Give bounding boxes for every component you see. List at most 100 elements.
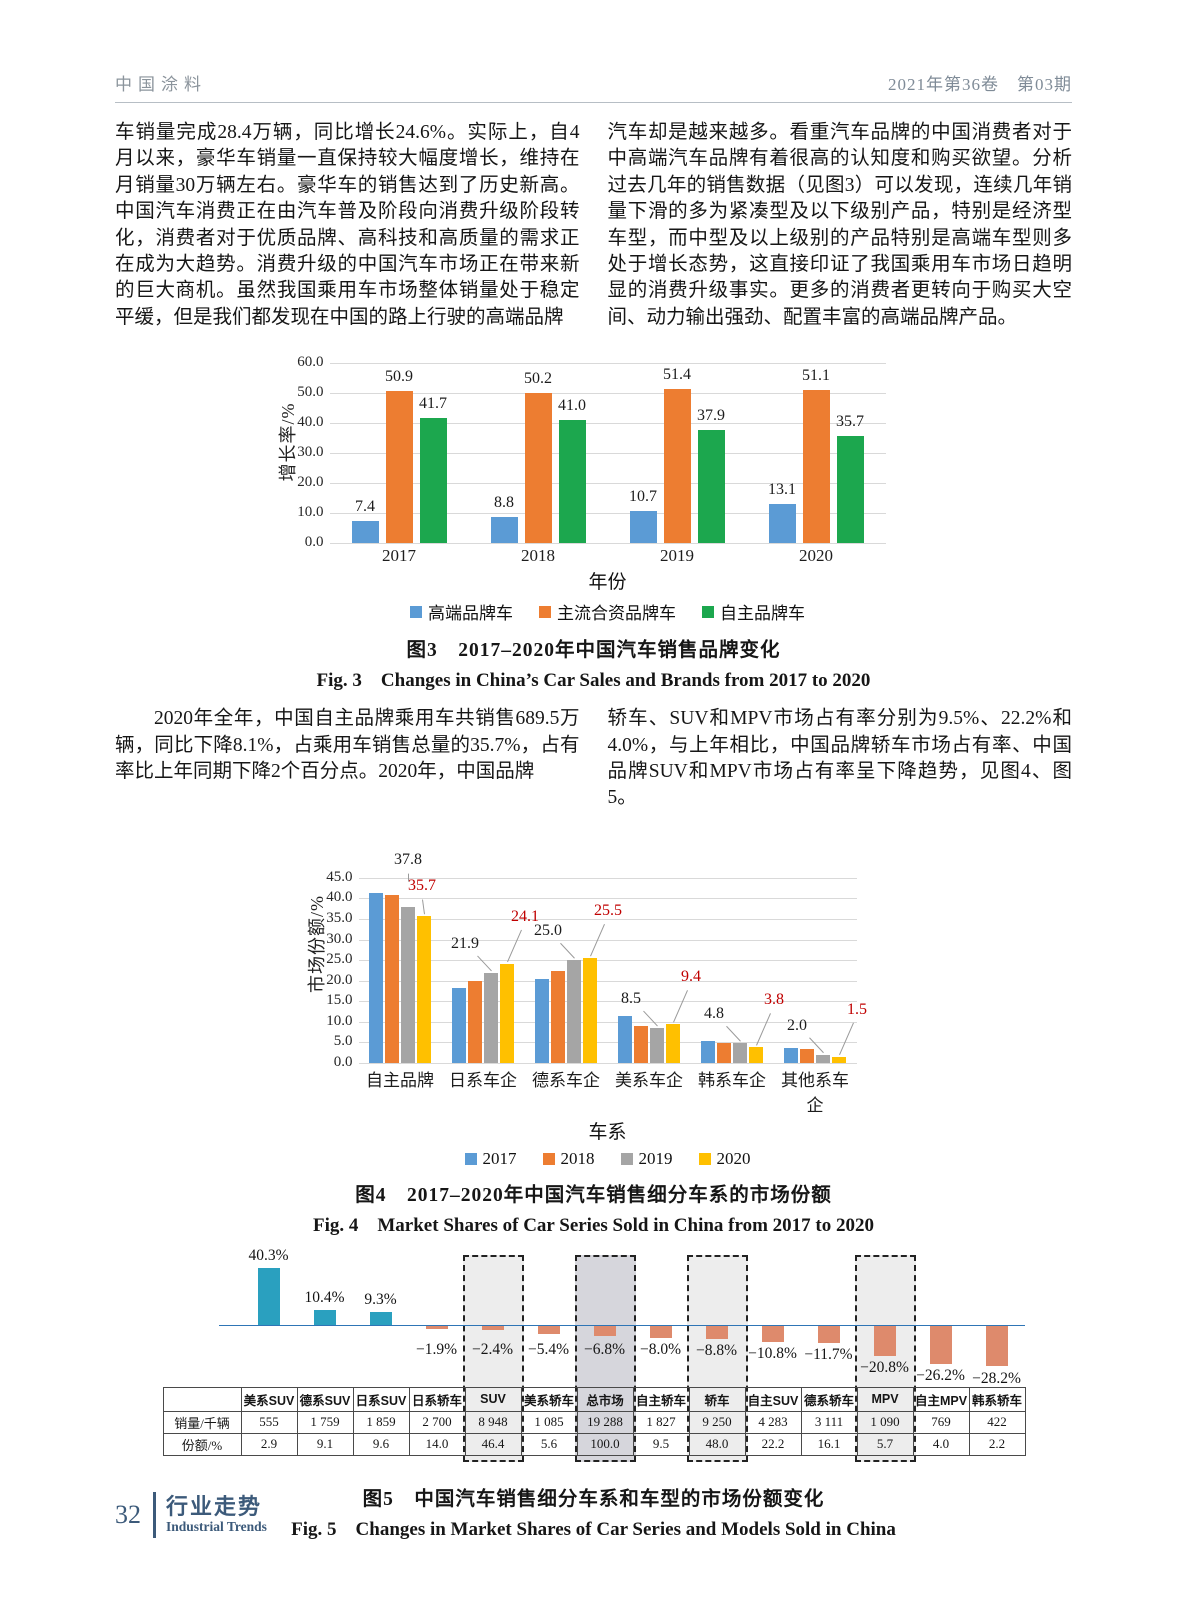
fig5-chart-and-table: 40.3% 10.4% 9.3% −1.9% −2.4% −5.4% −6.8% −8.0% −…: [115, 1247, 1072, 1462]
legend-label: 高端品牌车: [428, 604, 513, 624]
x-tick-label: 2017: [382, 546, 416, 566]
journal-issue: 2021年第36卷 第03期: [888, 75, 1072, 94]
legend-label: 主流合资品牌车: [557, 604, 676, 624]
bar: [985, 1326, 1008, 1367]
bar: [593, 1326, 616, 1337]
table-cell: 1 085: [520, 1410, 578, 1434]
table-row-label: 销量/千辆: [162, 1410, 242, 1434]
table-header-row: 美系SUV 德系SUV 日系SUV 日系轿车 SUV 美系轿车 总市场 自主轿车 轿车 自主SUV…: [162, 1386, 1026, 1412]
bar: [666, 1024, 680, 1063]
bar: [663, 389, 691, 544]
paragraph-2-left-column: 2020年全年，中国自主品牌乘用车共销售689.5万辆，同比下降8.1%，占乘用…: [115, 708, 580, 783]
table-row: 份额/% 2.9 9.1 9.6 14.0 46.4 5.6 100.0 9.5 48.0 22.2…: [162, 1432, 1026, 1456]
legend-swatch: [464, 1152, 477, 1165]
bar-value-label: 50.2: [524, 369, 552, 387]
x-tick-label: 2020: [799, 546, 833, 566]
bar: [634, 1025, 648, 1063]
table-header-cell: 日系轿车: [408, 1386, 466, 1412]
bar: [800, 1048, 814, 1063]
table-header-cell: 自主轿车: [632, 1386, 690, 1412]
bar-value-label: 51.1: [802, 366, 830, 384]
table-cell: 9.6: [352, 1432, 410, 1456]
gridline: [358, 1001, 857, 1003]
table-header-cell: 自主MPV: [912, 1386, 970, 1412]
legend: 高端品牌车 主流合资品牌车 自主品牌车: [330, 599, 886, 624]
bar-value-label: 35.7: [836, 413, 864, 431]
table-cell: 9.5: [632, 1432, 690, 1456]
x-tick-label: 日系车企: [449, 1070, 517, 1090]
x-tick-label: 其他系车企: [781, 1070, 849, 1115]
table-row: 销量/千辆 555 1 759 1 859 2 700 8 948 1 085 19 288 1…: [162, 1410, 1026, 1434]
fig5-wrapper: 40.3% 10.4% 9.3% −1.9% −2.4% −5.4% −6.8% −8.0% −…: [162, 1247, 1026, 1462]
annotation-label: 21.9: [451, 934, 479, 952]
y-tick-label: 20.0: [326, 971, 353, 988]
x-tick-label: 美系车企: [615, 1070, 683, 1090]
gridline: [358, 1021, 857, 1023]
bar-value-label: 37.9: [697, 406, 725, 424]
paragraph-1-left-column: 车销量完成28.4万辆，同比增长24.6%。实际上，自4月以来，豪华车销量一直保…: [115, 122, 580, 328]
bar-value-label: −10.8%: [748, 1345, 797, 1363]
bar-value-label: −8.8%: [695, 1342, 738, 1360]
y-tick-label: 10.0: [297, 504, 324, 521]
bar: [385, 895, 399, 1063]
x-tick-labels: 2017 2018 2019 2020: [330, 546, 886, 566]
bar: [832, 1056, 846, 1063]
bar-value-label: 7.4: [355, 498, 375, 516]
gridline: [329, 363, 886, 365]
fig3-chart: 增长率/% 0.0 10.0 20.0 30.0 40.0 50.0 60.0 7.4 50.9 4…: [115, 341, 1072, 624]
legend: 2017 2018 2019 2020: [359, 1149, 857, 1169]
y-tick-label: 25.0: [326, 951, 353, 968]
table-header-cell: 美系SUV: [240, 1386, 298, 1412]
bar: [535, 979, 549, 1063]
bar: [417, 916, 431, 1063]
table-cell: 48.0: [688, 1432, 746, 1456]
y-tick-label: 20.0: [297, 474, 324, 491]
legend-label: 自主品牌车: [720, 604, 805, 624]
table-header-cell: 日系SUV: [352, 1386, 410, 1412]
bar: [484, 972, 498, 1063]
figure-3: 增长率/% 0.0 10.0 20.0 30.0 40.0 50.0 60.0 7.4 50.9 4…: [115, 341, 1072, 692]
journal-name: 中国涂料: [115, 75, 207, 94]
table-cell: 22.2: [744, 1432, 802, 1456]
bar: [629, 511, 657, 544]
gridline: [358, 960, 857, 962]
bar: [784, 1048, 798, 1063]
y-tick-label: 40.0: [297, 414, 324, 431]
bar-value-label: −1.9%: [415, 1340, 458, 1358]
figure-4: 市场份额/% 0.0 5.0 10.0 15.0 20.0 25.0 30.0 35.0 40.0…: [115, 826, 1072, 1237]
bar: [537, 1326, 560, 1335]
annotation-label: 35.7: [408, 877, 436, 895]
legend-swatch: [702, 605, 714, 618]
table-cell: 1 759: [296, 1410, 354, 1434]
bar-value-label: 10.7: [629, 488, 657, 506]
y-tick-label: 0.0: [333, 1053, 353, 1070]
fig5-caption-en: Fig. 5 Changes in Market Shares of Car S…: [291, 1518, 896, 1540]
table-cell: 422: [968, 1410, 1026, 1434]
table-cell: 9.1: [296, 1432, 354, 1456]
fig4-caption-en: Fig. 4 Market Shares of Car Series Sold …: [312, 1214, 875, 1236]
table-cell: 14.0: [408, 1432, 466, 1456]
gridline: [329, 543, 886, 545]
legend-swatch: [542, 1152, 555, 1165]
table-cell: 2 700: [408, 1410, 466, 1434]
x-tick-label: 2018: [521, 546, 555, 566]
x-tick-labels: 自主品牌 日系车企 德系车企 美系车企 韩系车企 其他系车企: [359, 1066, 857, 1116]
fig4-caption-zh: 图4 2017–2020年中国汽车销售细分车系的市场份额: [355, 1184, 832, 1206]
gridline: [358, 939, 857, 941]
gridline: [329, 483, 886, 485]
legend-item: 2020: [698, 1149, 751, 1169]
bar-value-label: −2.4%: [471, 1340, 514, 1358]
table-cell: 5.7: [856, 1432, 914, 1456]
legend-item: 2018: [542, 1149, 595, 1169]
gridline: [358, 1042, 857, 1044]
annotation-label: 2.0: [787, 1016, 807, 1034]
bar: [490, 516, 518, 544]
bar: [524, 392, 552, 544]
table-header-cell: MPV: [856, 1386, 914, 1412]
table-cell: 46.4: [464, 1432, 522, 1456]
table-row-label: 份额/%: [162, 1432, 242, 1456]
y-tick-label: 15.0: [326, 992, 353, 1009]
bar: [802, 389, 830, 544]
bar-value-label: 13.1: [768, 480, 796, 498]
